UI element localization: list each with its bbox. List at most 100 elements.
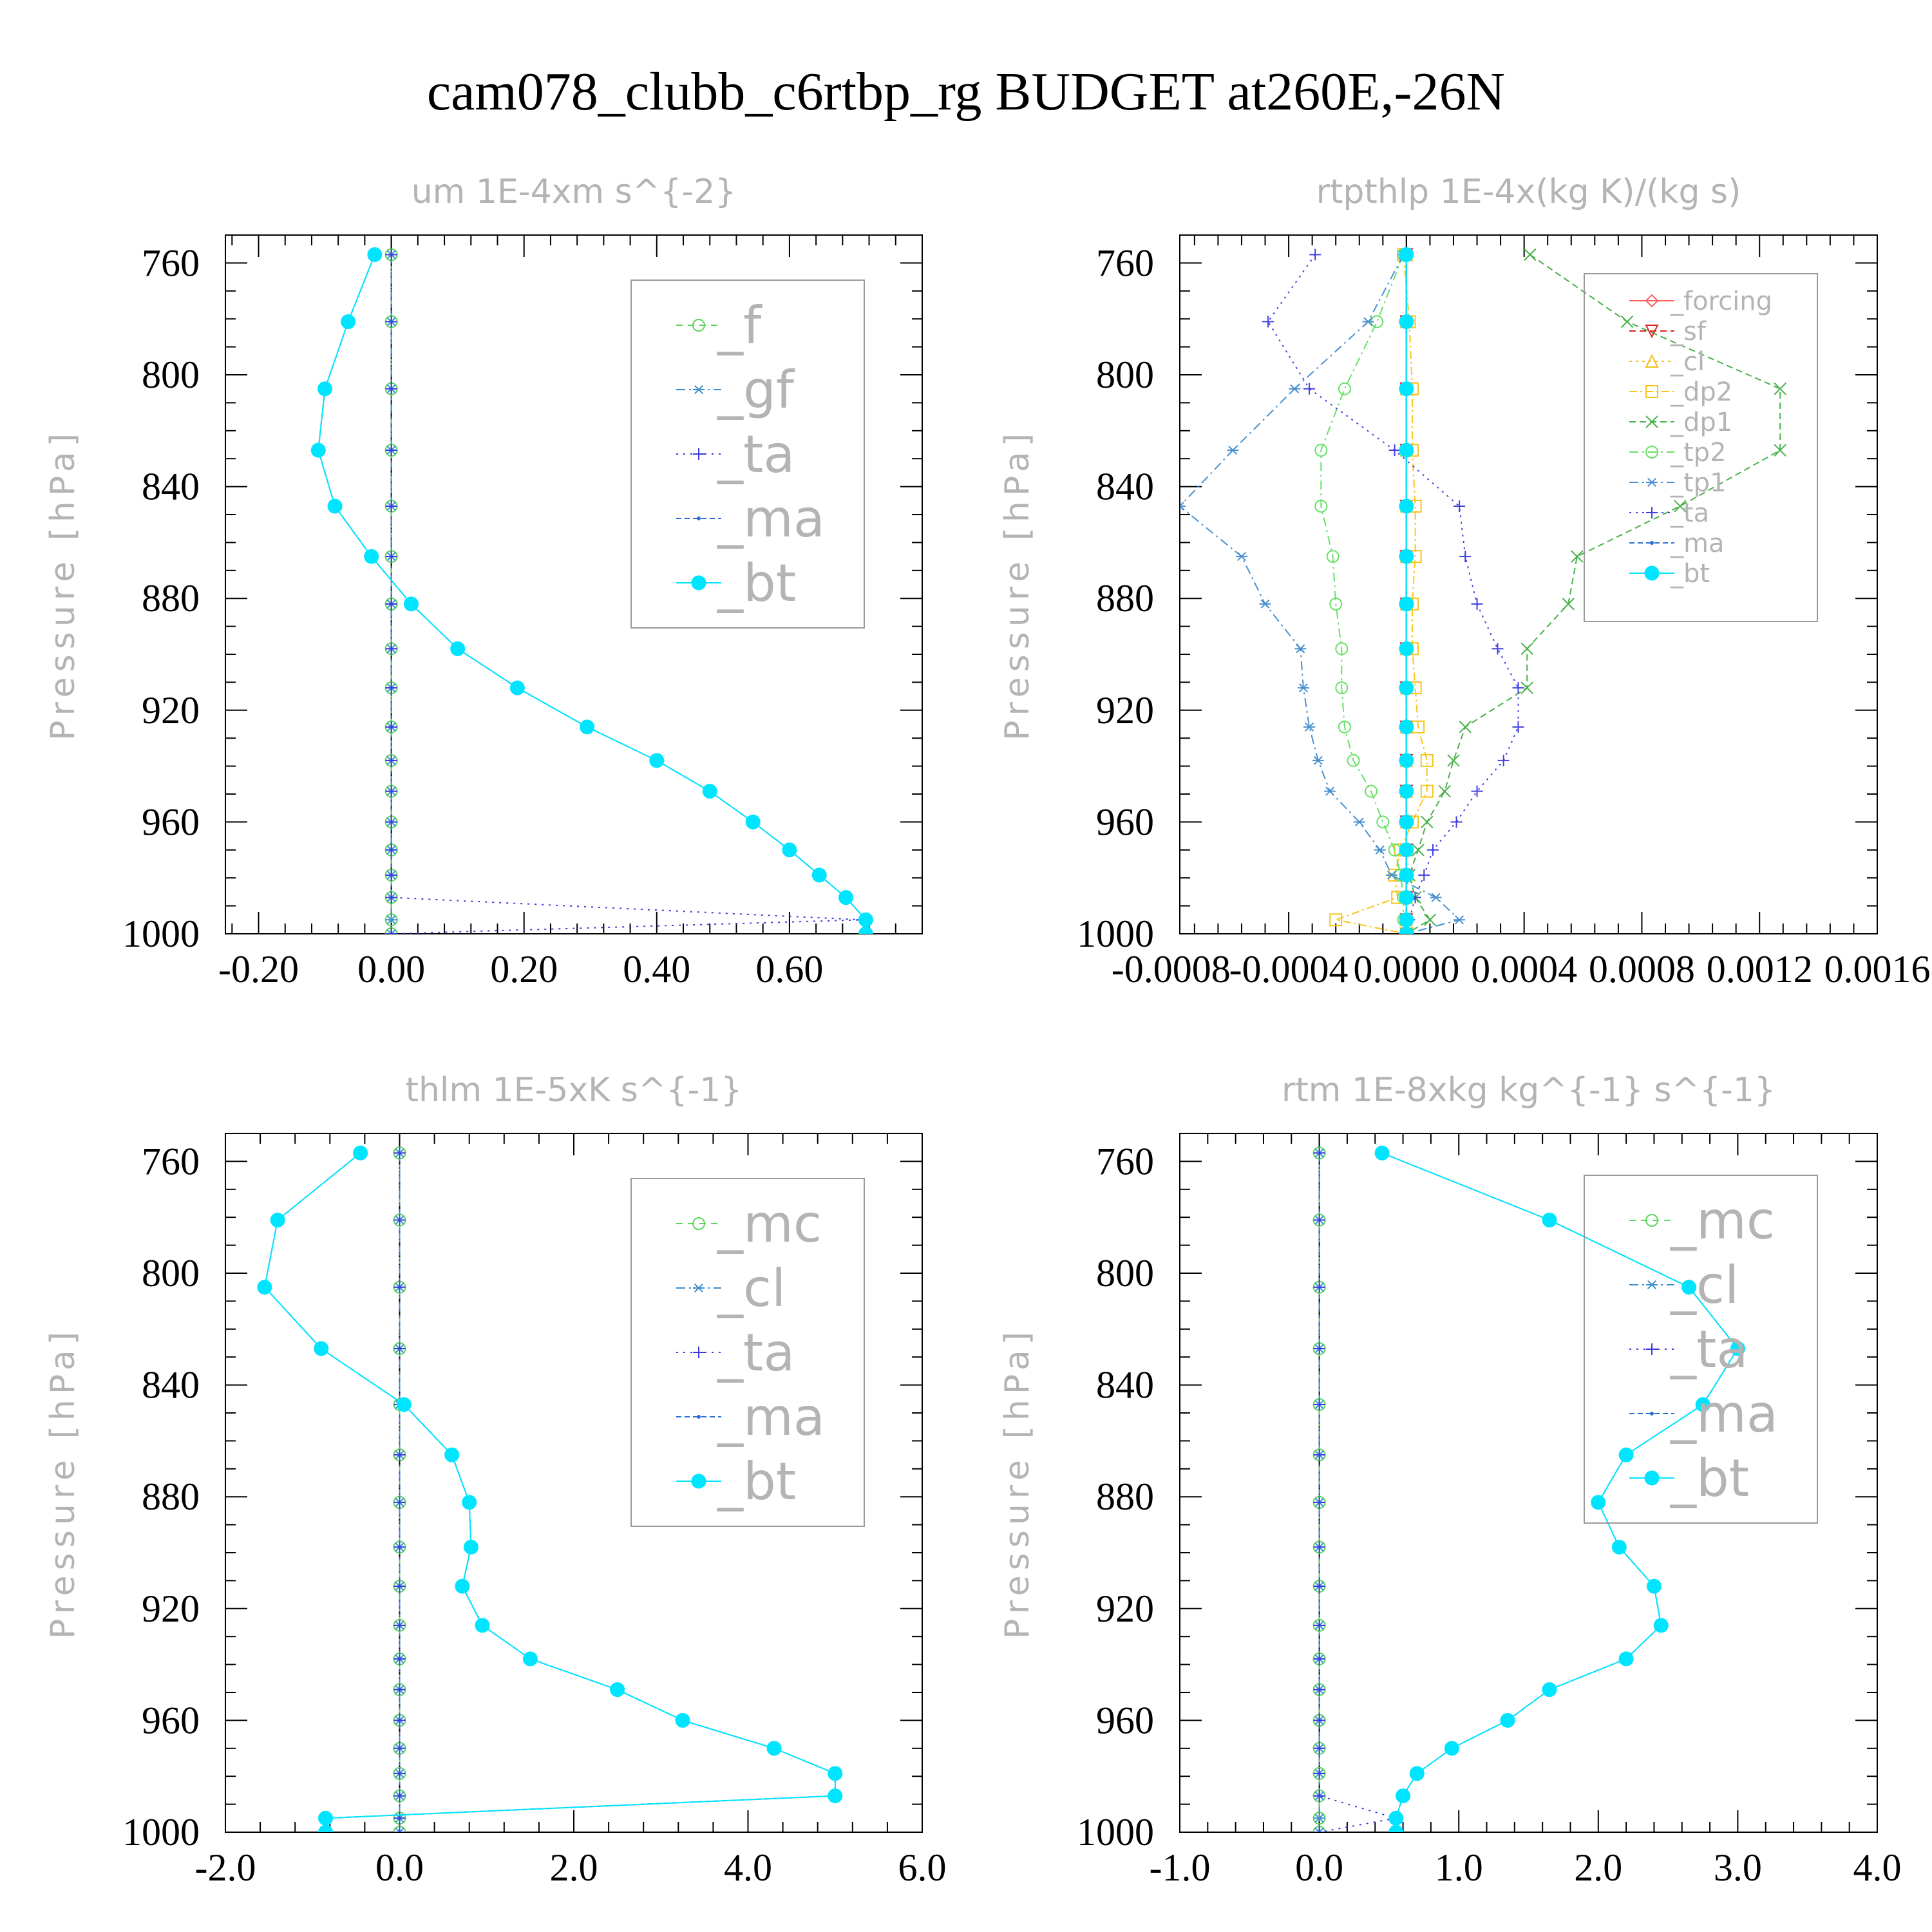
series-line xyxy=(1320,254,1407,934)
data-point xyxy=(1430,893,1442,902)
x-tick-label: -0.0008 xyxy=(1112,948,1231,990)
data-point xyxy=(393,1214,406,1226)
data-point xyxy=(317,381,333,397)
data-point xyxy=(1611,1539,1627,1555)
y-tick-label: 960 xyxy=(142,1699,200,1741)
legend-marker xyxy=(1646,1280,1658,1290)
y-tick-label: 840 xyxy=(142,1364,200,1406)
plot-frame xyxy=(1179,1133,1878,1833)
data-point xyxy=(393,1827,406,1832)
x-tick-label: 6.0 xyxy=(898,1846,947,1889)
panel-title: rtpthlp 1E-4x(kg K)/(kg s) xyxy=(1316,173,1741,211)
data-point xyxy=(385,929,397,934)
legend-label: _tp1 xyxy=(1670,468,1727,498)
data-point xyxy=(1420,784,1434,798)
series-ta-group xyxy=(1313,1147,1402,1832)
data-point xyxy=(1262,316,1274,328)
data-point xyxy=(1459,551,1472,563)
data-point xyxy=(1314,499,1328,513)
data-point xyxy=(1313,1281,1325,1293)
legend-marker xyxy=(1650,1412,1654,1416)
data-point xyxy=(1303,383,1316,395)
y-axis-label: Pressure [hPa] xyxy=(998,428,1037,741)
data-point xyxy=(1497,754,1510,766)
data-point xyxy=(396,1397,412,1412)
y-tick-label: 880 xyxy=(1096,1475,1154,1518)
y-axis-label: Pressure [hPa] xyxy=(44,1327,82,1639)
x-tick-label: 2.0 xyxy=(1574,1846,1622,1889)
legend: _mc_cl_ta_ma_bt xyxy=(1584,1175,1818,1524)
data-point xyxy=(1313,1714,1325,1727)
data-point xyxy=(1313,1742,1325,1754)
y-tick-label: 840 xyxy=(142,466,200,508)
chart-panel-1: um 1E-4xm s^{-2} Pressure [hPa] 760 800 840 8… xyxy=(44,173,923,990)
data-point xyxy=(1313,1398,1325,1410)
data-point xyxy=(1313,1541,1325,1553)
x-tick-label: 0.0 xyxy=(375,1846,424,1889)
y-tick-label: 1000 xyxy=(1077,913,1154,955)
data-point xyxy=(1450,816,1463,828)
data-point xyxy=(1695,1397,1710,1412)
data-point xyxy=(1362,317,1374,327)
legend-marker xyxy=(1650,541,1654,545)
data-point xyxy=(1388,1824,1404,1832)
series-cl-group xyxy=(393,1148,406,1832)
legend-marker xyxy=(1646,1343,1658,1355)
chart-panel-2: rtpthlp 1E-4x(kg K)/(kg s) Pressure [hPa]… xyxy=(998,173,1931,990)
data-point xyxy=(1399,596,1414,612)
x-tick-label: 0.0004 xyxy=(1471,948,1577,990)
y-tick-label: 760 xyxy=(1096,242,1154,284)
data-point xyxy=(1591,1495,1606,1510)
legend-marker xyxy=(693,1283,705,1293)
data-point xyxy=(580,719,595,735)
plot-frame xyxy=(1179,234,1878,934)
data-point xyxy=(1376,815,1390,829)
data-point xyxy=(1399,680,1414,696)
data-point xyxy=(393,1147,406,1159)
data-point xyxy=(462,1495,477,1510)
plot-area xyxy=(310,247,873,934)
y-tick-label: 880 xyxy=(142,1475,200,1518)
data-point xyxy=(1399,247,1414,262)
data-point xyxy=(1386,870,1398,880)
data-point xyxy=(1620,315,1634,328)
data-point xyxy=(393,1683,406,1696)
data-point xyxy=(1313,1653,1325,1665)
data-point xyxy=(1314,444,1328,457)
data-point xyxy=(385,785,397,797)
data-point xyxy=(702,784,717,799)
data-point xyxy=(1399,867,1414,883)
legend-marker xyxy=(693,384,705,395)
legend-label: _ma xyxy=(717,489,825,549)
data-point xyxy=(393,1653,406,1665)
data-point xyxy=(1520,642,1533,656)
y-tick-label: 960 xyxy=(1096,1699,1154,1741)
y-tick-label: 880 xyxy=(142,577,200,620)
data-point xyxy=(1313,1767,1325,1779)
data-point xyxy=(393,1619,406,1631)
data-point xyxy=(1618,1447,1634,1463)
y-tick-label: 800 xyxy=(1096,354,1154,396)
data-point xyxy=(385,383,397,395)
legend-marker xyxy=(1645,385,1658,398)
data-point xyxy=(1313,1619,1325,1631)
data-point xyxy=(1388,1810,1404,1826)
data-point xyxy=(1399,314,1414,330)
legend-marker xyxy=(1646,507,1658,518)
data-point xyxy=(1423,913,1437,927)
x-tick-label: 1.0 xyxy=(1435,1846,1483,1889)
series-bt-group xyxy=(1399,247,1414,934)
plot-area xyxy=(1180,247,1786,934)
x-tick-label: -0.20 xyxy=(218,948,299,990)
legend-label: _ta xyxy=(1670,1320,1748,1379)
data-point xyxy=(1329,913,1343,927)
legend-label: _ma xyxy=(1670,1384,1778,1444)
data-point xyxy=(1438,784,1451,798)
legend-label: _mc xyxy=(1670,1191,1775,1251)
chart-panel-4: rtm 1E-8xkg kg^{-1} s^{-1} Pressure [hPa]… xyxy=(998,1071,1902,1889)
data-point xyxy=(393,1343,406,1355)
data-point xyxy=(385,928,397,934)
data-point xyxy=(828,1788,843,1804)
data-point xyxy=(1180,501,1186,511)
data-point xyxy=(766,1741,782,1756)
